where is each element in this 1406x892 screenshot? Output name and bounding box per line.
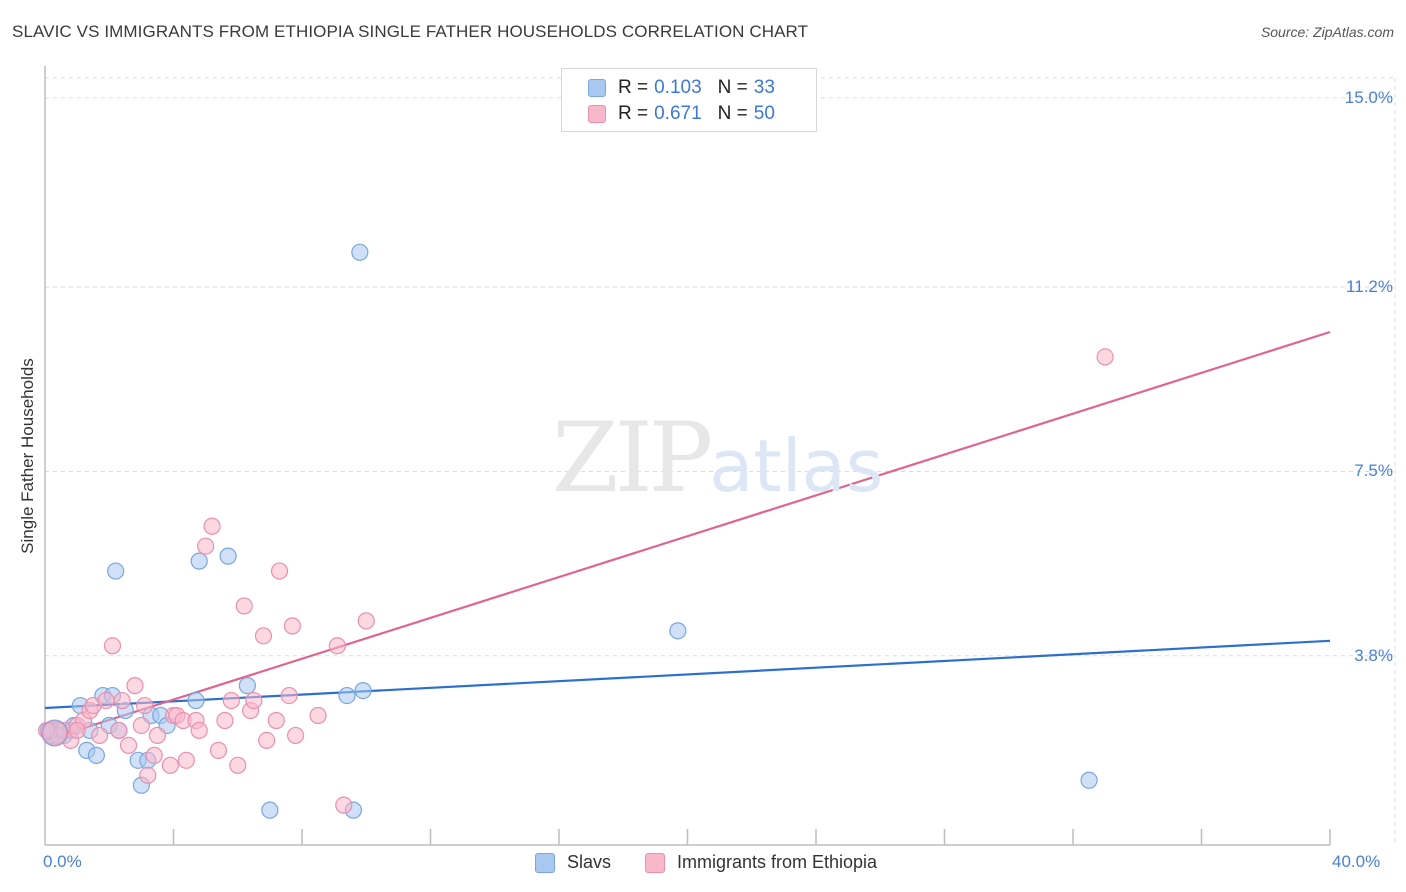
y-tick-label: 11.2% <box>1346 277 1393 297</box>
legend-row-slavs: R = 0.103 N = 33 <box>588 77 775 99</box>
point-ethiopia <box>258 731 276 750</box>
point-ethiopia <box>235 597 253 615</box>
point-ethiopia <box>254 627 273 645</box>
legend-n-label: N = <box>717 103 748 124</box>
point-cluster-slavs <box>41 719 69 747</box>
point-ethiopia <box>145 746 163 764</box>
point-slavs <box>669 622 687 640</box>
point-ethiopia <box>216 711 234 730</box>
point-ethiopia <box>203 517 221 535</box>
series-legend: Slavs Immigrants from Ethiopia <box>0 852 1406 876</box>
trend-line-ethiopia <box>44 330 1331 742</box>
point-slavs <box>187 691 205 710</box>
x-tick-label-max: 40.0% <box>1332 852 1381 871</box>
point-ethiopia <box>283 617 301 635</box>
watermark: ZIPatlas <box>552 402 883 514</box>
legend-n-value: 33 <box>753 77 775 98</box>
point-ethiopia <box>113 691 131 710</box>
trend-lines <box>44 330 1331 742</box>
legend-n-label: N = <box>717 77 748 98</box>
point-slavs <box>1080 771 1098 789</box>
series-label-slavs: Slavs <box>567 852 612 872</box>
point-slavs <box>338 686 356 705</box>
legend-row-ethiopia: R = 0.671 N = 50 <box>588 103 775 125</box>
legend-r-value: 0.671 <box>654 103 702 124</box>
point-ethiopia <box>177 751 195 769</box>
y-tick-label: 15.0% <box>1344 87 1393 107</box>
point-slavs <box>261 801 279 819</box>
y-tick-label: 7.5% <box>1354 461 1393 481</box>
point-ethiopia <box>161 756 179 774</box>
point-ethiopia <box>148 726 167 745</box>
point-ethiopia <box>267 711 285 730</box>
x-tick-label-min: 0.0% <box>43 852 82 871</box>
point-slavs <box>219 547 237 565</box>
legend-n-value: 50 <box>753 103 775 124</box>
point-cluster-ethiopia <box>42 720 68 746</box>
point-slavs <box>351 243 369 261</box>
point-ethiopia <box>110 721 128 740</box>
axes <box>44 66 1331 846</box>
point-slavs <box>87 746 106 764</box>
legend-r-label: R = <box>618 77 649 98</box>
point-ethiopia <box>126 677 144 695</box>
point-ethiopia <box>328 637 346 655</box>
series-legend-ethiopia[interactable]: Immigrants from Ethiopia <box>645 852 877 873</box>
point-ethiopia <box>209 741 228 759</box>
point-ethiopia <box>91 726 109 745</box>
series-legend-slavs[interactable]: Slavs <box>535 852 611 873</box>
y-axis-title: Single Father Households <box>18 358 37 554</box>
point-ethiopia <box>222 691 240 710</box>
legend-r-label: R = <box>618 103 649 124</box>
point-ethiopia <box>245 691 263 710</box>
correlation-legend: R = 0.103 N = 33 R = 0.671 N = 50 <box>561 68 817 132</box>
legend-swatch-ethiopia <box>588 105 606 123</box>
series-swatch-slavs <box>535 852 555 873</box>
point-ethiopia <box>68 721 86 740</box>
point-ethiopia <box>335 796 353 814</box>
watermark-zip: ZIP <box>552 402 713 514</box>
point-ethiopia <box>357 612 375 630</box>
point-ethiopia <box>139 766 157 784</box>
point-slavs <box>354 682 372 700</box>
point-ethiopia <box>97 691 115 710</box>
point-slavs <box>238 677 256 695</box>
legend-r-value: 0.103 <box>654 77 702 98</box>
point-ethiopia <box>270 562 289 580</box>
data-points <box>38 243 1114 819</box>
point-ethiopia <box>103 637 122 655</box>
series-swatch-ethiopia <box>645 852 665 873</box>
point-ethiopia <box>119 736 138 754</box>
chart-title: SLAVIC VS IMMIGRANTS FROM ETHIOPIA SINGL… <box>12 22 809 41</box>
point-ethiopia <box>132 716 150 735</box>
point-ethiopia <box>190 721 208 740</box>
source-credit: Source: ZipAtlas.com <box>1260 24 1394 40</box>
legend-swatch-slavs <box>588 79 606 97</box>
point-slavs <box>190 552 208 570</box>
watermark-atlas: atlas <box>709 424 884 508</box>
y-tick-label: 3.8% <box>1354 645 1393 665</box>
point-ethiopia <box>229 756 247 774</box>
point-ethiopia <box>1096 348 1114 366</box>
point-ethiopia <box>286 726 305 745</box>
point-slavs <box>107 562 125 580</box>
point-ethiopia <box>309 706 327 725</box>
point-ethiopia <box>135 696 154 715</box>
point-ethiopia <box>280 686 298 705</box>
point-ethiopia <box>197 537 215 555</box>
series-label-ethiopia: Immigrants from Ethiopia <box>677 852 878 872</box>
